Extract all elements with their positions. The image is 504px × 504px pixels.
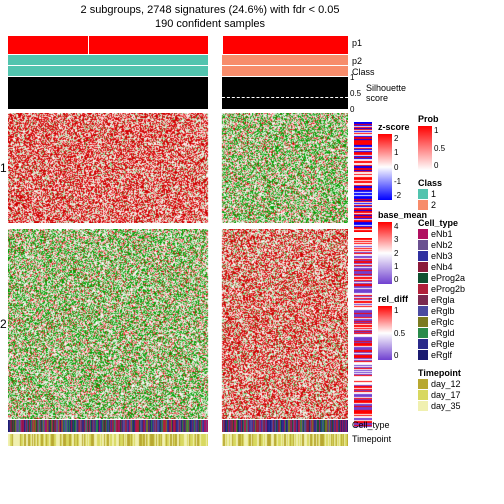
sidebar-basemean [354, 238, 372, 428]
sidebar-zscore [354, 122, 372, 232]
side-annotation-bars [354, 122, 372, 428]
legend-prob-title: Prob [418, 114, 502, 124]
track-silhouette: 10.50Silhouette score [8, 77, 348, 109]
main-plot-area: 10.50Silhouette score 12 p1 p2 Class [8, 36, 348, 419]
figure-root: 2 subgroups, 2748 signatures (24.6%) wit… [0, 0, 504, 504]
title-line-2: 190 confident samples [20, 18, 400, 30]
bottom-tracks: Cell_typeTimepoint [8, 420, 348, 448]
legend-class-title: Class [418, 178, 502, 188]
label-p2: p2 [352, 56, 362, 66]
label-p1: p1 [352, 38, 362, 48]
legend-timepoint-title: Timepoint [418, 368, 502, 378]
colorbar-reldiff: 10.50 [378, 306, 392, 360]
colorbar-prob: 10.50 [418, 126, 432, 170]
track-p2 [8, 55, 348, 65]
legend-class-items: 12 [418, 189, 502, 210]
track-p1 [8, 36, 348, 54]
heatmap: 12 [8, 113, 348, 419]
track-class [8, 66, 348, 76]
legend-celltype-items: eNb1eNb2eNb3eNb4eProg2aeProg2beRglaeRglb… [418, 229, 502, 360]
legend-celltype-title: Cell_type [418, 218, 502, 228]
title-line-1: 2 subgroups, 2748 signatures (24.6%) wit… [20, 4, 400, 16]
label-class: Class [352, 67, 375, 77]
legend-timepoint-items: day_12day_17day_35 [418, 379, 502, 411]
colorbar-zscore: 210-1-2 [378, 134, 392, 200]
right-legend-group: Prob 10.50 Class 12 Cell_type eNb1eNb2eN… [418, 110, 502, 412]
colorbar-basemean: 43210 [378, 222, 392, 284]
